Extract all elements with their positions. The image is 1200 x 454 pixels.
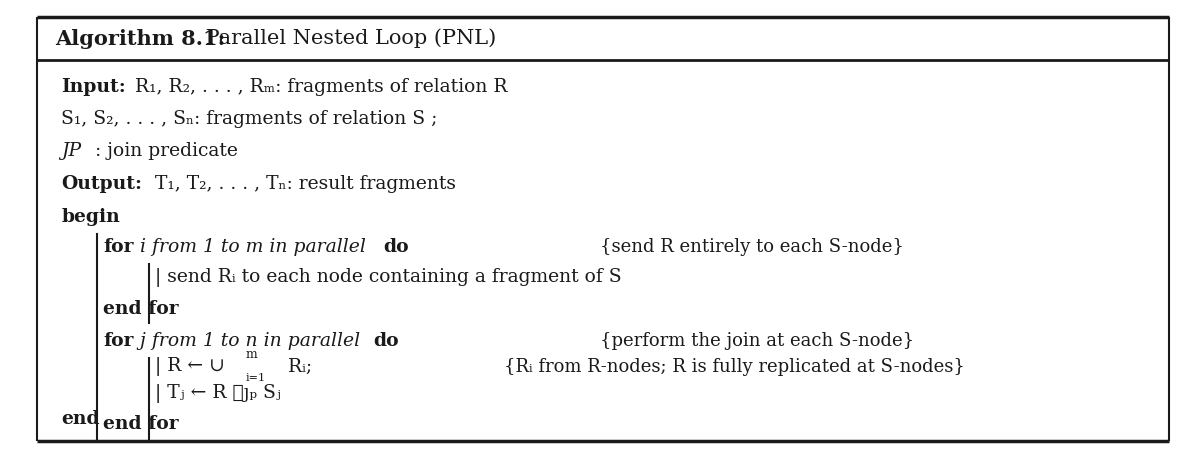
Text: m: m: [246, 348, 257, 361]
Text: begin: begin: [61, 208, 120, 226]
Text: Input:: Input:: [61, 78, 126, 96]
Text: T₁, T₂, . . . , Tₙ: result fragments: T₁, T₂, . . . , Tₙ: result fragments: [155, 175, 456, 192]
Text: S₁, S₂, . . . , Sₙ: fragments of relation S ;: S₁, S₂, . . . , Sₙ: fragments of relatio…: [61, 110, 438, 128]
Text: do: do: [373, 332, 400, 350]
Text: end for: end for: [103, 415, 179, 433]
Text: JP: JP: [61, 142, 82, 160]
Text: Parallel Nested Loop (PNL): Parallel Nested Loop (PNL): [199, 29, 496, 49]
Text: for: for: [103, 238, 133, 257]
Text: Output:: Output:: [61, 175, 143, 192]
Text: {Rᵢ from R-nodes; R is fully replicated at S-nodes}: {Rᵢ from R-nodes; R is fully replicated …: [504, 358, 965, 376]
Text: | R ← ∪: | R ← ∪: [155, 357, 224, 376]
Text: for: for: [103, 332, 133, 350]
Text: Algorithm 8.1:: Algorithm 8.1:: [55, 29, 226, 49]
Text: j from 1 to n in parallel: j from 1 to n in parallel: [134, 332, 366, 350]
Text: i=1: i=1: [246, 373, 265, 383]
Text: : join predicate: : join predicate: [95, 142, 238, 160]
Text: {perform the join at each S-node}: {perform the join at each S-node}: [600, 332, 914, 350]
Text: | Tⱼ ← R ⋈ȷₚ Sⱼ: | Tⱼ ← R ⋈ȷₚ Sⱼ: [155, 385, 281, 404]
Text: Rᵢ;: Rᵢ;: [282, 358, 312, 376]
Text: {send R entirely to each S-node}: {send R entirely to each S-node}: [600, 238, 904, 257]
Text: end: end: [61, 410, 100, 428]
Text: R₁, R₂, . . . , Rₘ: fragments of relation R: R₁, R₂, . . . , Rₘ: fragments of relatio…: [136, 78, 508, 96]
Text: | send Rᵢ to each node containing a fragment of S: | send Rᵢ to each node containing a frag…: [155, 268, 622, 287]
Text: do: do: [383, 238, 409, 257]
Text: i from 1 to m in parallel: i from 1 to m in parallel: [134, 238, 372, 257]
Text: end for: end for: [103, 300, 179, 318]
